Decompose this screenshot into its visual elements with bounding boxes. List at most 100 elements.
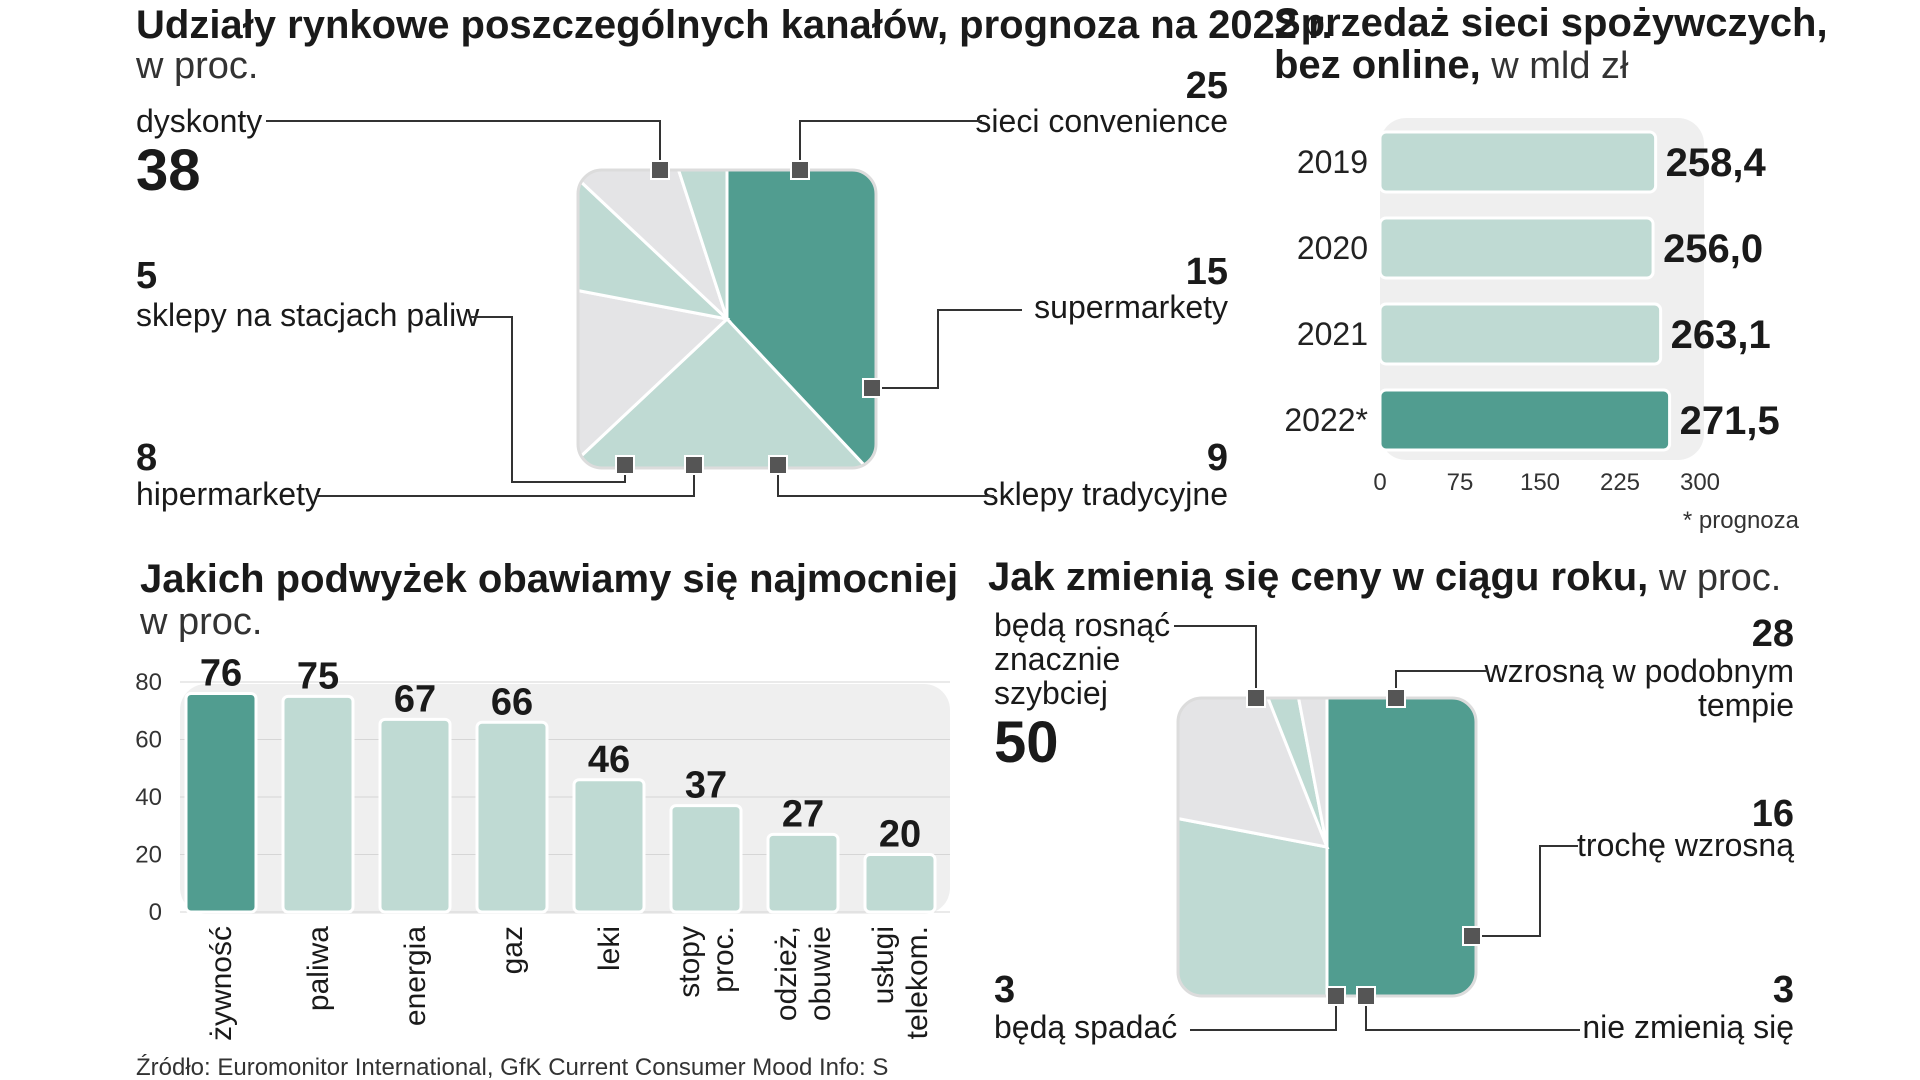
price-fears-bars: 0 20 40 60 80 76 żywność 75 paliwa 67 energia 66 gaz… bbox=[135, 653, 950, 1041]
marker-troche-wzrosna bbox=[1462, 926, 1482, 946]
sales-panel-background bbox=[1380, 118, 1704, 460]
sales-bars: 2019 258,4 2020 256,0 2021 263,1 2022* 271,5 0 75… bbox=[1284, 130, 1780, 496]
value-nie-zmienia: 3 bbox=[1773, 969, 1794, 1011]
sales-axis-tick: 75 bbox=[1447, 469, 1474, 496]
pie-slice-troche-wzrosna bbox=[1178, 698, 1330, 849]
market-share-subtitle: w proc. bbox=[135, 45, 258, 87]
label-beda-spadac: będą spadać bbox=[994, 1009, 1177, 1045]
price-fears-bar-paliwa bbox=[281, 694, 355, 914]
price-change-title: Jak zmienią się ceny w ciągu roku, bbox=[988, 555, 1648, 599]
label-supermarkety: supermarkety bbox=[1034, 289, 1228, 325]
leader-troche-wzrosna bbox=[1472, 845, 1578, 937]
price-change-subtitle: w proc. bbox=[1648, 557, 1781, 599]
sales-year-label: 2021 bbox=[1297, 316, 1368, 352]
marker-sklepy-tradycyjne bbox=[768, 455, 788, 475]
market-share-panel: Udziały rynkowe poszczególnych kanałów, … bbox=[135, 3, 1333, 512]
pie-slice-sieci-convenience bbox=[578, 316, 876, 468]
price-fears-axis-tick: 80 bbox=[135, 669, 162, 696]
leader-rosnac-szybciej bbox=[1174, 625, 1257, 698]
price-fears-value-label: 37 bbox=[685, 765, 727, 807]
price-fears-axis-tick: 0 bbox=[149, 899, 162, 926]
label-sieci-convenience: sieci convenience bbox=[975, 103, 1228, 139]
sales-bar-2021 bbox=[1378, 302, 1663, 366]
sales-axis-tick: 150 bbox=[1520, 469, 1560, 496]
price-fears-category-label: energia bbox=[399, 926, 432, 1026]
price-fears-value-label: 76 bbox=[200, 653, 242, 695]
price-fears-category-label: usługitelekom. bbox=[867, 926, 934, 1039]
pie-slice-sklepy-tradycyjne bbox=[578, 170, 732, 322]
price-fears-bar-energia bbox=[378, 717, 452, 914]
source-note: Źródło: Euromonitor International, GfK C… bbox=[136, 1054, 888, 1080]
price-fears-axis-tick: 40 bbox=[135, 784, 162, 811]
leader-nie-zmienia bbox=[1365, 996, 1580, 1031]
market-share-pie-frame bbox=[576, 168, 878, 470]
marker-podobne-tempo bbox=[1386, 688, 1406, 708]
price-fears-bar-gaz bbox=[475, 720, 549, 914]
sales-value-label: 263,1 bbox=[1671, 313, 1771, 357]
price-fears-category-label: stopyproc. bbox=[673, 926, 740, 998]
sales-value-label: 271,5 bbox=[1680, 399, 1780, 443]
pie-slice-beda-rosnac-znacznie-szybciej bbox=[1325, 698, 1476, 996]
price-fears-axis-tick: 20 bbox=[135, 842, 162, 869]
sales-title-unit: w mld zł bbox=[1481, 45, 1629, 87]
price-fears-value-label: 66 bbox=[491, 681, 533, 723]
price-fears-subtitle: w proc. bbox=[139, 601, 262, 643]
value-podobne-tempo: 28 bbox=[1752, 613, 1794, 655]
price-fears-bar-uslugi-telekom bbox=[863, 853, 937, 914]
sales-bar-2019 bbox=[1378, 130, 1658, 194]
sales-axis-tick: 225 bbox=[1600, 469, 1640, 496]
leader-podobne-tempo bbox=[1395, 670, 1488, 698]
price-fears-bar-stopy-proc bbox=[669, 804, 743, 914]
label-rosnac-szybciej: będą rosnąć znacznie szybciej bbox=[994, 607, 1170, 711]
value-rosnac-szybciej: 50 bbox=[994, 710, 1059, 775]
leader-sieci-convenience bbox=[799, 120, 982, 170]
pie-slice-nie-zmienia-sie bbox=[1229, 698, 1329, 848]
market-share-pie bbox=[578, 170, 876, 468]
price-fears-axis-tick: 60 bbox=[135, 727, 162, 754]
sales-title-bold: bez online, bbox=[1274, 43, 1481, 87]
price-fears-bar-odziez-obuwie bbox=[766, 832, 840, 914]
leader-stacje-paliw bbox=[470, 316, 626, 483]
price-fears-category-label: paliwa bbox=[302, 926, 335, 1011]
marker-stacje-paliw bbox=[615, 455, 635, 475]
leader-supermarkety bbox=[872, 309, 1022, 389]
leader-sklepy-tradycyjne bbox=[777, 465, 994, 497]
price-change-pie bbox=[1178, 698, 1476, 996]
leader-dyskonty bbox=[266, 120, 661, 170]
leader-hipermarkety bbox=[316, 465, 695, 497]
pie-slice-supermarkety bbox=[578, 268, 731, 468]
sales-note: * prognoza bbox=[1683, 507, 1800, 534]
label-hipermarkety: hipermarkety bbox=[136, 476, 321, 512]
sales-year-label: 2022* bbox=[1284, 402, 1368, 438]
pie-slice-wzrosna-w-podobnym-tempie bbox=[1178, 796, 1329, 996]
marker-beda-spadac bbox=[1326, 986, 1346, 1006]
label-nie-zmienia: nie zmienią się bbox=[1582, 1009, 1794, 1045]
value-supermarkety: 15 bbox=[1186, 251, 1228, 293]
sales-year-label: 2020 bbox=[1297, 230, 1368, 266]
price-change-panel: Jak zmienią się ceny w ciągu roku, w pro… bbox=[988, 555, 1794, 1045]
value-sieci-convenience: 25 bbox=[1186, 65, 1228, 107]
pie-slice-sklepy-na-stacjach-paliw bbox=[644, 170, 729, 320]
sales-axis-tick: 300 bbox=[1680, 469, 1720, 496]
pie-slice-beda-spadac bbox=[1276, 698, 1329, 848]
price-fears-title: Jakich podwyżek obawiamy się najmocniej bbox=[140, 557, 958, 601]
market-share-title: Udziały rynkowe poszczególnych kanałów, … bbox=[136, 3, 1333, 47]
sales-value-label: 256,0 bbox=[1663, 227, 1763, 271]
price-fears-bar-zywnosc bbox=[184, 692, 258, 914]
value-sklepy-tradycyjne: 9 bbox=[1207, 437, 1228, 479]
sales-bar-2020 bbox=[1378, 216, 1655, 280]
price-fears-value-label: 20 bbox=[879, 814, 921, 856]
pie-slice-hipermarkety bbox=[578, 170, 729, 321]
price-fears-background bbox=[180, 684, 950, 914]
marker-nie-zmienia bbox=[1356, 986, 1376, 1006]
price-fears-value-label: 67 bbox=[394, 678, 436, 720]
label-dyskonty: dyskonty bbox=[136, 103, 262, 139]
marker-rosnac-szybciej bbox=[1246, 688, 1266, 708]
price-fears-panel: Jakich podwyżek obawiamy się najmocniej … bbox=[135, 557, 958, 1041]
marker-sieci-convenience bbox=[790, 160, 810, 180]
label-podobne-tempo: wzrosną w podobnym tempie bbox=[1484, 653, 1794, 723]
sales-panel: Sprzedaż sieci spożywczych, bez online, … bbox=[1274, 1, 1828, 534]
value-troche-wzrosna: 16 bbox=[1752, 793, 1794, 835]
sales-bar-2022 bbox=[1378, 388, 1672, 452]
label-sklepy-tradycyjne: sklepy tradycyjne bbox=[983, 476, 1228, 512]
